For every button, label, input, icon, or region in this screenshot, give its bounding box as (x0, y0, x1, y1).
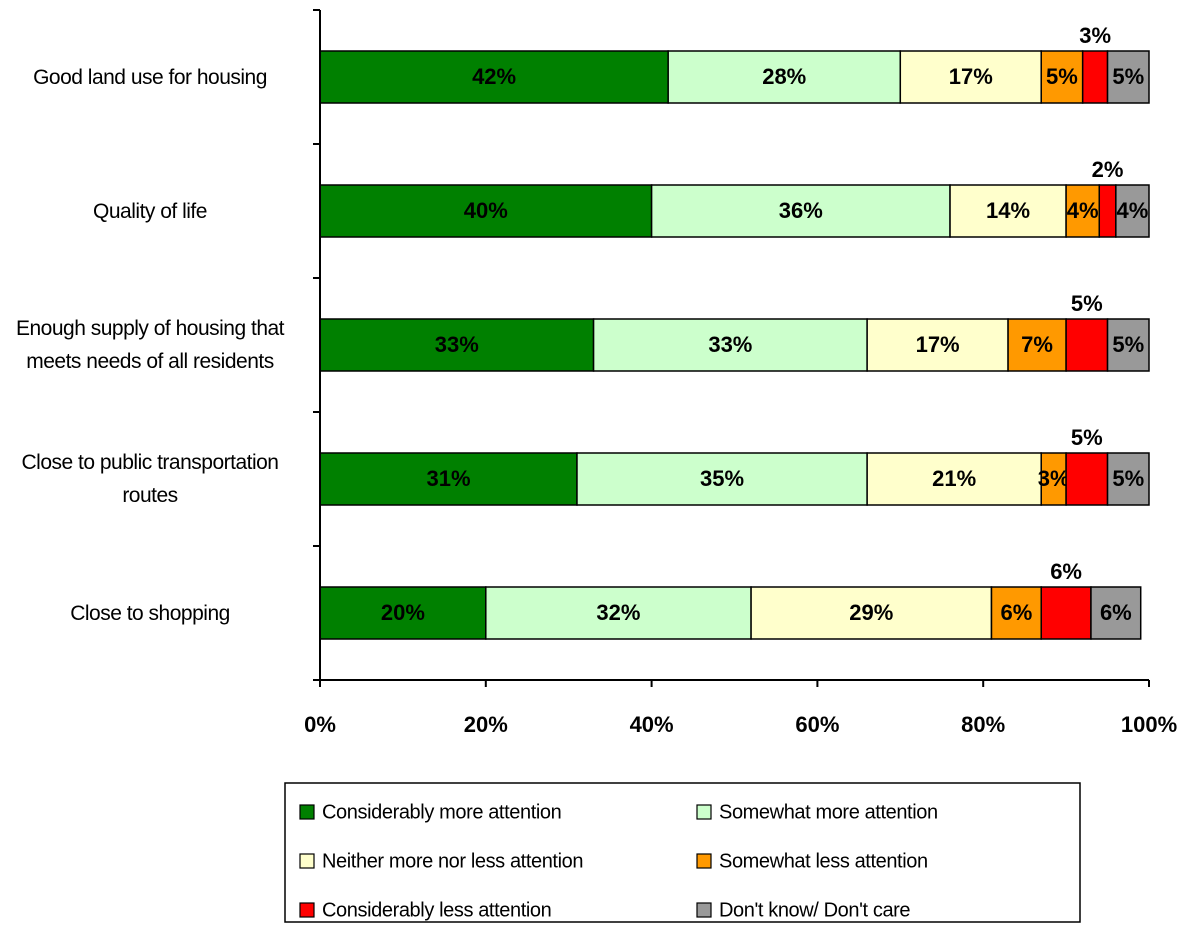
data-label: 32% (596, 600, 640, 625)
legend-label: Considerably less attention (322, 899, 551, 921)
bar-segment (866, 452, 1042, 506)
bar-segment (990, 586, 1042, 640)
data-label: 6% (1000, 600, 1032, 625)
category-label: Close to shopping (70, 601, 230, 625)
data-label: 3% (1038, 466, 1070, 491)
x-tick-label: 100% (1121, 712, 1177, 737)
category-label: Quality of life (93, 199, 207, 223)
bar-segment (899, 50, 1042, 104)
x-tick-label: 0% (304, 712, 336, 737)
bar-segment (592, 318, 868, 372)
category-label: Good land use for housing (33, 65, 267, 89)
data-label: 6% (1100, 600, 1132, 625)
legend-label: Considerably more attention (322, 801, 561, 823)
data-label: 29% (849, 600, 893, 625)
data-label: 5% (1112, 332, 1144, 357)
bar-segment (1065, 318, 1109, 372)
bar-segment (319, 50, 669, 104)
data-label: 31% (426, 466, 470, 491)
bar-segment (1040, 586, 1092, 640)
bar-segment (1106, 318, 1150, 372)
legend-label: Don't know/ Don't care (719, 899, 910, 921)
legend-swatch (299, 902, 315, 918)
data-label: 42% (472, 64, 516, 89)
data-label: 40% (464, 198, 508, 223)
bar-segment (485, 586, 752, 640)
data-label: 3% (1079, 23, 1111, 48)
legend-label: Somewhat less attention (719, 850, 928, 872)
data-label: 33% (435, 332, 479, 357)
data-label: 5% (1071, 291, 1103, 316)
data-label: 17% (916, 332, 960, 357)
bar-segment (1098, 184, 1117, 238)
bar-segment (319, 318, 595, 372)
category-label: Close to public transportation routes (21, 451, 280, 507)
data-label: 35% (700, 466, 744, 491)
category-label: Enough supply of housing that meets need… (15, 317, 285, 373)
data-label: 7% (1021, 332, 1053, 357)
bar-segment (750, 586, 993, 640)
legend-swatch (696, 853, 712, 869)
x-tick-label: 40% (630, 712, 674, 737)
bar-segment (1090, 586, 1142, 640)
bar-segment (1106, 50, 1150, 104)
bar-segment (576, 452, 868, 506)
bar-segment (1040, 50, 1084, 104)
data-label: 5% (1112, 466, 1144, 491)
data-label: 2% (1092, 157, 1124, 182)
data-label: 4% (1067, 198, 1099, 223)
legend-swatch (299, 804, 315, 820)
data-label: 20% (381, 600, 425, 625)
legend-label: Neither more nor less attention (322, 850, 583, 872)
bar-segment (1115, 184, 1150, 238)
legend-swatch (696, 902, 712, 918)
data-label: 17% (949, 64, 993, 89)
data-label: 28% (762, 64, 806, 89)
data-label: 5% (1046, 64, 1078, 89)
data-label: 36% (779, 198, 823, 223)
bar-segment (319, 184, 653, 238)
bar-segment (319, 452, 578, 506)
bar-segment (650, 184, 951, 238)
x-tick-label: 60% (795, 712, 839, 737)
bar-segment (1081, 50, 1109, 104)
bar-segment (1007, 318, 1067, 372)
data-label: 21% (932, 466, 976, 491)
x-tick-label: 80% (961, 712, 1005, 737)
data-label: 33% (708, 332, 752, 357)
bar-segment (667, 50, 902, 104)
data-label: 4% (1117, 198, 1149, 223)
data-label: 14% (986, 198, 1030, 223)
legend-swatch (696, 804, 712, 820)
data-label: 5% (1071, 425, 1103, 450)
legend-label: Somewhat more attention (719, 801, 938, 823)
bar-segment (1065, 452, 1109, 506)
data-label: 6% (1050, 559, 1082, 584)
bar-segment (1106, 452, 1150, 506)
data-label: 5% (1112, 64, 1144, 89)
x-tick-label: 20% (464, 712, 508, 737)
legend-swatch (299, 853, 315, 869)
bar-segment (1065, 184, 1101, 238)
legend-box (284, 782, 1081, 923)
